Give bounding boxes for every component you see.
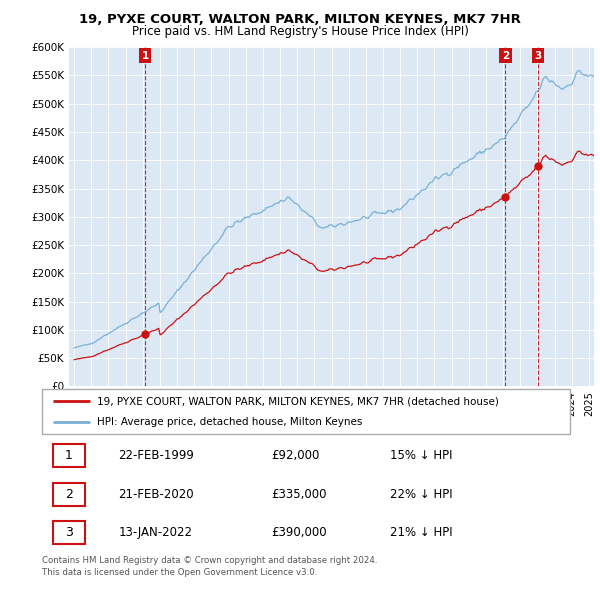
Text: 21-FEB-2020: 21-FEB-2020 [119, 487, 194, 501]
Text: 15% ↓ HPI: 15% ↓ HPI [391, 449, 453, 463]
Text: 22% ↓ HPI: 22% ↓ HPI [391, 487, 453, 501]
Text: 1: 1 [142, 51, 149, 61]
Text: £390,000: £390,000 [272, 526, 328, 539]
Bar [53, 521, 85, 544]
Text: 19, PYXE COURT, WALTON PARK, MILTON KEYNES, MK7 7HR: 19, PYXE COURT, WALTON PARK, MILTON KEYN… [79, 13, 521, 26]
Text: 3: 3 [65, 526, 73, 539]
Text: 19, PYXE COURT, WALTON PARK, MILTON KEYNES, MK7 7HR (detached house): 19, PYXE COURT, WALTON PARK, MILTON KEYN… [97, 396, 499, 407]
Text: £335,000: £335,000 [272, 487, 327, 501]
Bar [53, 444, 85, 467]
Text: 3: 3 [535, 51, 542, 61]
Text: Price paid vs. HM Land Registry's House Price Index (HPI): Price paid vs. HM Land Registry's House … [131, 25, 469, 38]
Text: 2: 2 [502, 51, 509, 61]
Text: Contains HM Land Registry data © Crown copyright and database right 2024.
This d: Contains HM Land Registry data © Crown c… [42, 556, 377, 577]
Text: £92,000: £92,000 [272, 449, 320, 463]
Text: 21% ↓ HPI: 21% ↓ HPI [391, 526, 453, 539]
Text: 2: 2 [65, 487, 73, 501]
Bar [53, 483, 85, 506]
Text: 1: 1 [65, 449, 73, 463]
Text: 13-JAN-2022: 13-JAN-2022 [119, 526, 193, 539]
Text: 22-FEB-1999: 22-FEB-1999 [119, 449, 194, 463]
Text: HPI: Average price, detached house, Milton Keynes: HPI: Average price, detached house, Milt… [97, 417, 363, 427]
